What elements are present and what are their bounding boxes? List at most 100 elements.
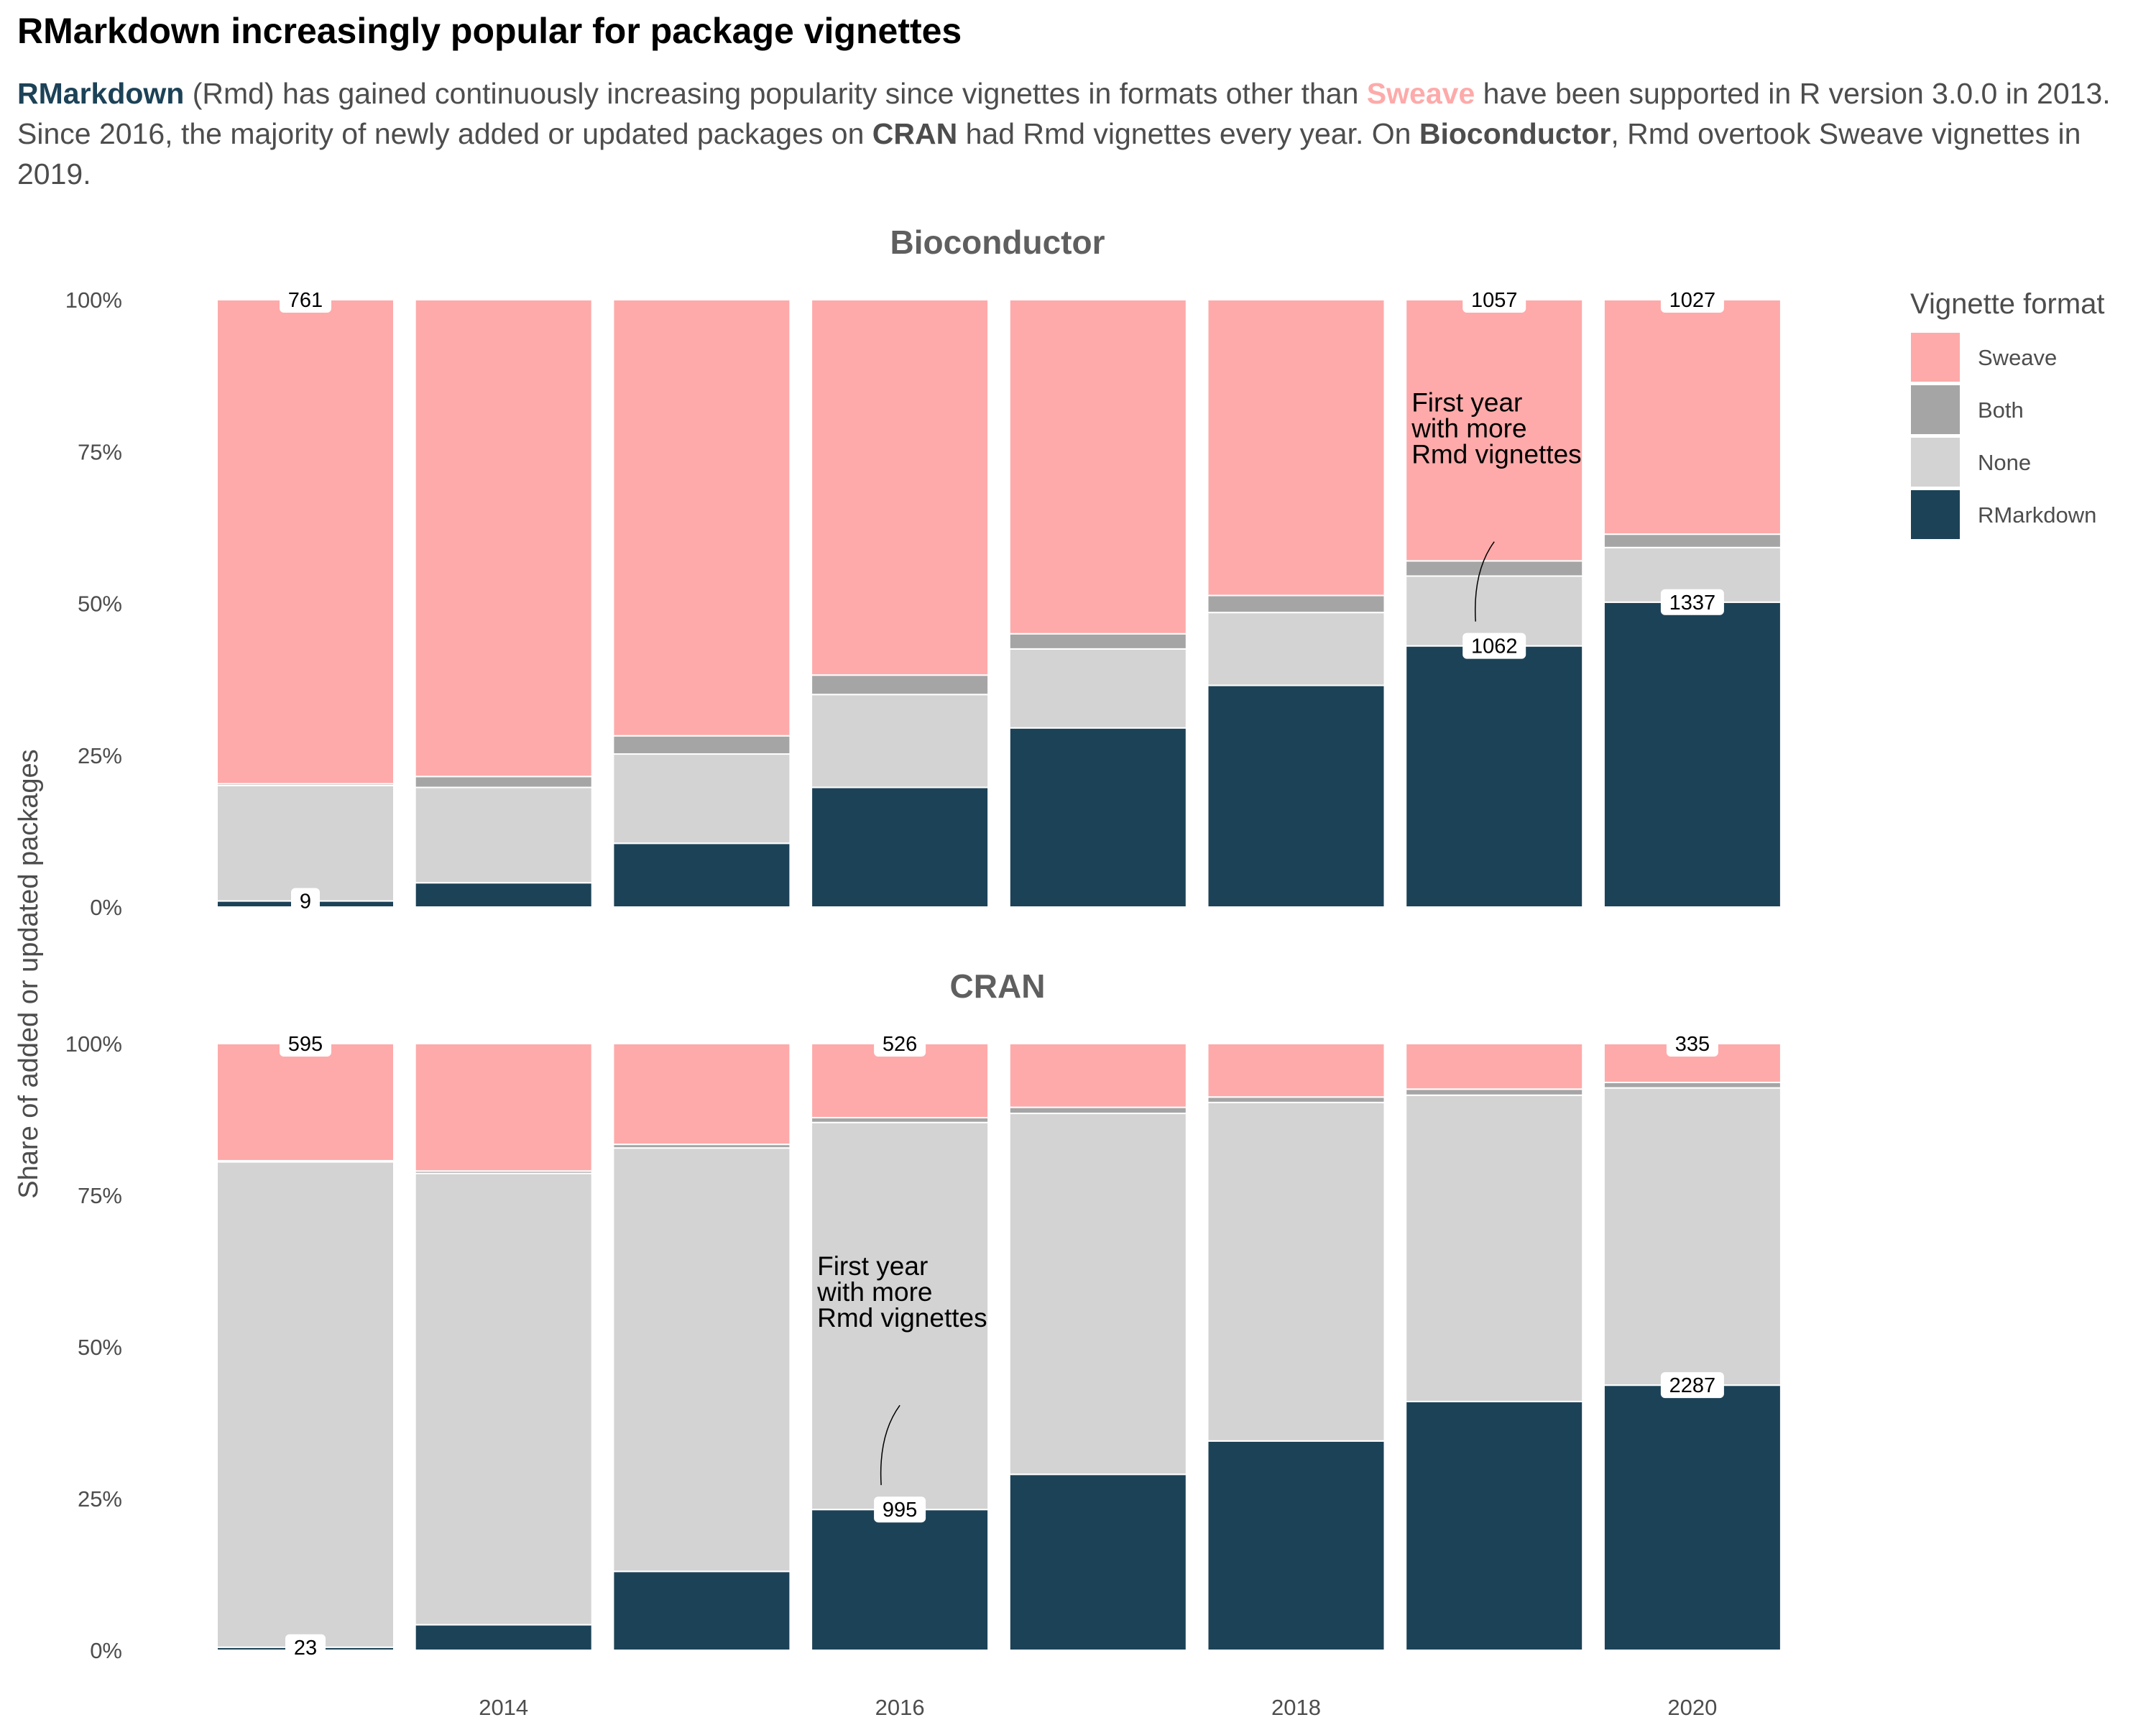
subtitle-text-1: (Rmd) has gained continuously increasing… (184, 77, 1367, 110)
x-tick-label-2018: 2018 (1271, 1695, 1321, 1720)
bioconductor-bar-2016-none (811, 694, 990, 788)
bioconductor-count-label-2020-rmarkdown: 1337 (1669, 592, 1716, 615)
bioconductor-y-tick-label: 75% (78, 439, 122, 464)
subtitle-cran: CRAN (872, 117, 958, 150)
bioconductor-bar-2015-sweave (612, 299, 791, 737)
cran-bar-2013-none (216, 1161, 395, 1648)
bioconductor-bar-2020-sweave (1603, 299, 1782, 535)
bioconductor-bar-2017-rmarkdown (1008, 727, 1187, 908)
legend-label-both: Both (1978, 397, 2024, 423)
cran-bar-2019-none (1405, 1094, 1584, 1402)
bioconductor-bar-2017-none (1008, 648, 1187, 729)
cran-bar-2019-sweave (1405, 1043, 1584, 1090)
cran-bar-2017-both (1008, 1106, 1187, 1115)
cran-bar-2015-sweave (612, 1043, 791, 1146)
cran-count-label-box-2016-sweave (874, 1031, 926, 1057)
bioconductor-annotation-line: with more (1411, 414, 1526, 443)
cran-y-tick-label: 50% (78, 1335, 122, 1360)
cran-bar-2018-sweave (1207, 1043, 1386, 1098)
bioconductor-bar-2019-both (1405, 560, 1584, 577)
bioconductor-bar-2014-both (414, 776, 593, 788)
cran-y-tick-label: 0% (90, 1638, 122, 1663)
cran-bar-2013-sweave (216, 1043, 395, 1162)
bioconductor-count-label-2019-sweave: 1057 (1471, 289, 1518, 312)
legend-key-sweave (1909, 331, 1961, 383)
bioconductor-y-tick-label: 25% (78, 743, 122, 768)
subtitle-sweave: Sweave (1366, 77, 1475, 110)
cran-count-label-2020-rmarkdown: 2287 (1669, 1374, 1716, 1397)
bioconductor-count-label-2019-rmarkdown: 1062 (1471, 635, 1518, 658)
subtitle-rmarkdown: RMarkdown (17, 77, 185, 110)
legend-label-rmarkdown: RMarkdown (1978, 502, 2096, 528)
cran-count-label-box-2016-rmarkdown (874, 1496, 926, 1523)
cran-count-label-2020-sweave: 335 (1675, 1033, 1710, 1056)
subtitle-text-2: have been supported in R version 3.0.0 i… (17, 77, 2111, 150)
bioconductor-bar-2019-sweave (1405, 299, 1584, 562)
legend-label-none: None (1978, 450, 2031, 475)
bioconductor-count-label-box-2013-sweave (280, 287, 331, 313)
cran-count-label-2013-rmarkdown: 23 (294, 1637, 317, 1660)
cran-bar-2020-rmarkdown (1603, 1384, 1782, 1651)
subtitle-bioconductor: Bioconductor (1419, 117, 1611, 150)
bioconductor-bar-2015-none (612, 753, 791, 845)
bioconductor-bar-2013-sweave (216, 299, 395, 785)
cran-bar-2018-rmarkdown (1207, 1440, 1386, 1651)
cran-bar-2018-both (1207, 1096, 1386, 1103)
bioconductor-bar-2014-sweave (414, 299, 593, 778)
bioconductor-count-label-box-2020-rmarkdown (1660, 589, 1724, 615)
cran-count-label-box-2020-sweave (1666, 1031, 1718, 1057)
bioconductor-y-tick-label: 0% (90, 895, 122, 920)
cran-count-label-2013-sweave: 595 (288, 1033, 323, 1056)
bioconductor-bar-2013-none (216, 785, 395, 902)
cran-count-label-box-2020-rmarkdown (1660, 1372, 1724, 1399)
cran-bar-2014-none (414, 1172, 593, 1626)
bioconductor-count-label-box-2013-rmarkdown (291, 888, 320, 914)
cran-annotation-line: Rmd vignettes (817, 1303, 987, 1333)
x-tick-label-2020: 2020 (1667, 1695, 1717, 1720)
bioconductor-bar-2016-sweave (811, 299, 990, 676)
cran-bar-2016-rmarkdown (811, 1509, 990, 1651)
bioconductor-panel-title: Bioconductor (890, 224, 1105, 261)
legend-title: Vignette format (1910, 288, 2105, 320)
chart-subtitle: RMarkdown (Rmd) has gained continuously … (17, 73, 2130, 194)
cran-bar-2018-none (1207, 1101, 1386, 1442)
bioconductor-annotation-arrow (1475, 541, 1495, 622)
bioconductor-count-label-box-2020-sweave (1660, 287, 1724, 313)
cran-bar-2019-both (1405, 1088, 1584, 1096)
bioconductor-bar-2020-rmarkdown (1603, 601, 1782, 908)
cran-annotation-line: with more (816, 1277, 932, 1307)
cran-bar-2014-rmarkdown (414, 1624, 593, 1651)
bioconductor-y-tick-label: 50% (78, 592, 122, 617)
cran-y-tick-label: 25% (78, 1486, 122, 1512)
bioconductor-annotation-line: Rmd vignettes (1411, 440, 1582, 469)
cran-y-tick-label: 75% (78, 1183, 122, 1208)
cran-bar-2016-both (811, 1116, 990, 1123)
bioconductor-bar-2017-both (1008, 632, 1187, 650)
bioconductor-count-label-2013-sweave: 761 (288, 289, 323, 312)
bioconductor-bar-2014-rmarkdown (414, 882, 593, 908)
cran-count-label-box-2013-rmarkdown (285, 1634, 326, 1660)
bioconductor-count-label-box-2019-sweave (1462, 287, 1526, 313)
bioconductor-bar-2014-none (414, 786, 593, 884)
bioconductor-bar-2017-sweave (1008, 299, 1187, 635)
cran-bar-2015-none (612, 1147, 791, 1573)
subtitle-text-4: , Rmd overtook Sweave vignettes in 2019. (17, 117, 2081, 190)
cran-bar-2019-rmarkdown (1405, 1400, 1584, 1651)
cran-bar-2020-both (1603, 1082, 1782, 1089)
bioconductor-bar-2020-both (1603, 533, 1782, 548)
bioconductor-bar-2018-both (1207, 594, 1386, 614)
cran-count-label-2016-sweave: 526 (883, 1033, 917, 1056)
cran-annotation-arrow (880, 1404, 900, 1486)
bioconductor-bar-2015-rmarkdown (612, 842, 791, 908)
x-tick-label-2014: 2014 (479, 1695, 528, 1720)
bioconductor-bar-2016-both (811, 674, 990, 696)
cran-bar-2017-none (1008, 1113, 1187, 1476)
chart-title: RMarkdown increasingly popular for packa… (17, 11, 962, 51)
cran-panel-title: CRAN (950, 967, 1046, 1005)
cran-bar-2015-rmarkdown (612, 1570, 791, 1652)
bioconductor-count-label-2013-rmarkdown: 9 (300, 891, 311, 914)
subtitle-text-3: had Rmd vignettes every year. On (957, 117, 1419, 150)
cran-bar-2017-rmarkdown (1008, 1473, 1187, 1651)
bioconductor-y-tick-label: 100% (65, 288, 122, 313)
